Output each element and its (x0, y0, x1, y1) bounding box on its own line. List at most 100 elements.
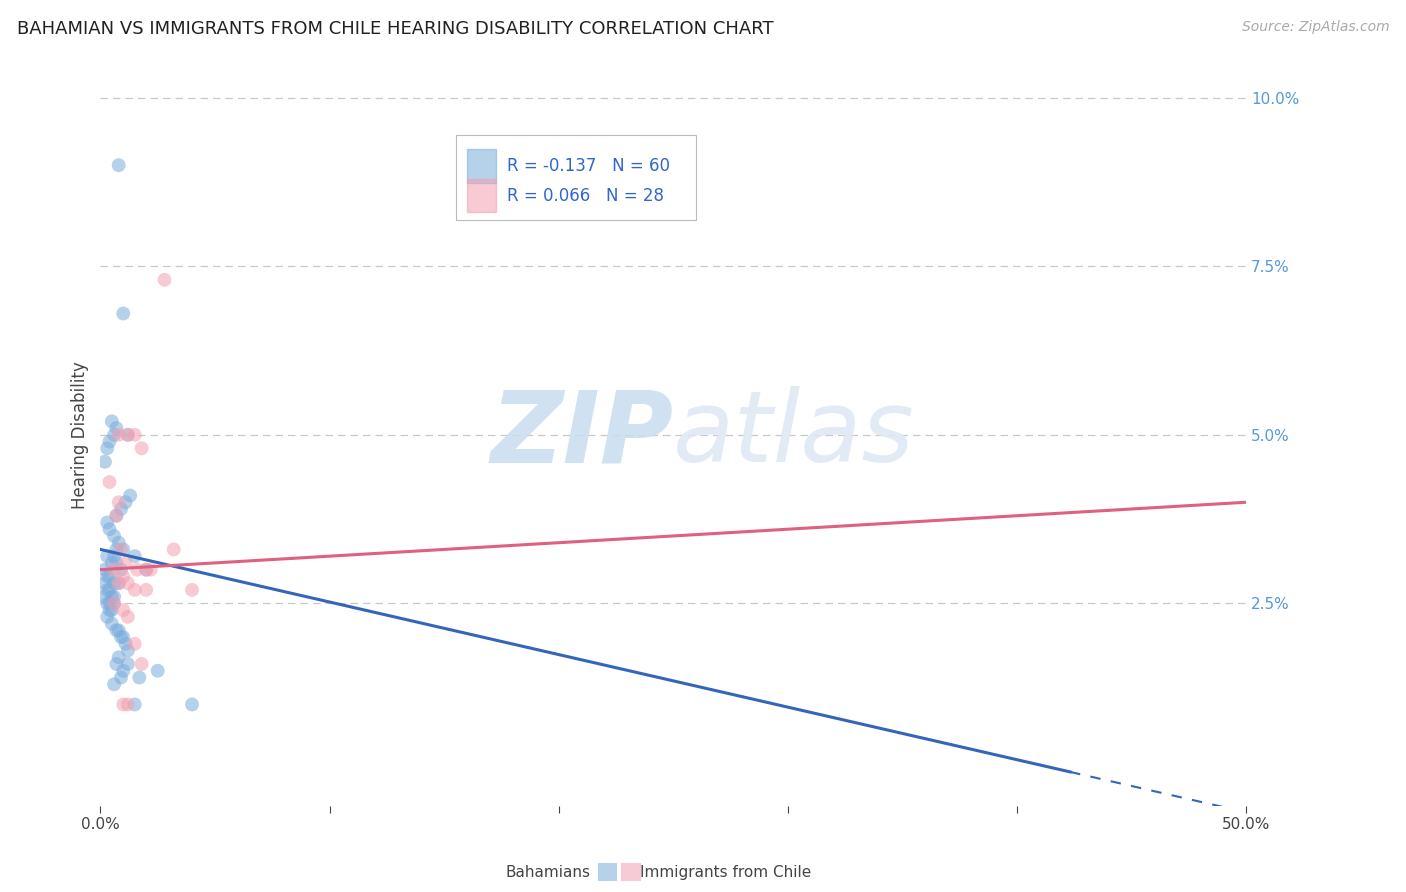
Point (114, 495, 136, 509)
Point (98, 603, 121, 617)
Point (181, 582, 204, 597)
Text: ZIP: ZIP (491, 386, 673, 483)
Point (112, 664, 135, 678)
Point (96, 549, 118, 564)
Point (105, 624, 128, 638)
Point (107, 576, 129, 591)
Point (117, 610, 139, 624)
Point (112, 603, 135, 617)
Point (103, 590, 125, 604)
Point (110, 563, 132, 577)
Point (101, 590, 124, 604)
Point (110, 630, 132, 644)
Point (181, 698, 204, 712)
Point (112, 569, 135, 583)
Point (107, 624, 129, 638)
Point (105, 542, 128, 557)
Point (107, 495, 129, 509)
Point (114, 556, 136, 570)
Point (101, 556, 124, 570)
Text: Bahamians: Bahamians (506, 865, 591, 880)
Point (96, 610, 118, 624)
FancyBboxPatch shape (456, 135, 696, 219)
Point (117, 643, 139, 657)
Point (117, 427, 139, 442)
Point (98, 522, 121, 536)
Point (135, 563, 157, 577)
Text: atlas: atlas (673, 386, 915, 483)
Text: R = -0.137   N = 60: R = -0.137 N = 60 (508, 157, 671, 175)
Text: R = 0.066   N = 28: R = 0.066 N = 28 (508, 186, 664, 204)
Point (112, 630, 135, 644)
Point (117, 657, 139, 671)
Point (98, 596, 121, 610)
Point (94, 590, 117, 604)
Point (110, 671, 132, 685)
Point (125, 563, 148, 577)
Point (98, 475, 121, 489)
Point (94, 455, 117, 469)
Point (101, 603, 124, 617)
Point (103, 677, 125, 691)
Bar (467, 179, 496, 212)
Point (124, 698, 146, 712)
Point (135, 582, 157, 597)
Point (112, 542, 135, 557)
Point (131, 442, 153, 456)
Point (105, 421, 128, 435)
Y-axis label: Hearing Disability: Hearing Disability (72, 361, 89, 508)
Point (128, 671, 150, 685)
Text: BAHAMIAN VS IMMIGRANTS FROM CHILE HEARING DISABILITY CORRELATION CHART: BAHAMIAN VS IMMIGRANTS FROM CHILE HEARIN… (17, 20, 773, 37)
Point (101, 414, 124, 428)
Point (103, 529, 125, 543)
Point (153, 273, 176, 287)
Point (146, 664, 169, 678)
Text: Immigrants from Chile: Immigrants from Chile (640, 865, 811, 880)
Point (120, 488, 142, 502)
Point (101, 616, 124, 631)
Point (131, 657, 153, 671)
Bar (467, 149, 496, 183)
Point (124, 637, 146, 651)
Point (107, 650, 129, 665)
Point (110, 542, 132, 557)
Point (103, 596, 125, 610)
Point (96, 569, 118, 583)
Point (117, 698, 139, 712)
Point (98, 582, 121, 597)
Point (124, 549, 146, 564)
Point (103, 576, 125, 591)
Point (107, 576, 129, 591)
Point (139, 563, 162, 577)
Point (107, 427, 129, 442)
Point (105, 508, 128, 523)
Point (114, 637, 136, 651)
Point (98, 434, 121, 449)
Point (94, 576, 117, 591)
Point (96, 596, 118, 610)
Text: Source: ZipAtlas.com: Source: ZipAtlas.com (1241, 20, 1389, 34)
Point (135, 563, 157, 577)
Point (163, 542, 186, 557)
Point (124, 582, 146, 597)
Point (96, 516, 118, 530)
Point (124, 427, 146, 442)
Point (105, 657, 128, 671)
Point (96, 582, 118, 597)
Point (103, 563, 125, 577)
Point (96, 442, 118, 456)
Point (107, 158, 129, 172)
Point (98, 569, 121, 583)
Point (110, 502, 132, 516)
Point (103, 596, 125, 610)
Point (112, 306, 135, 320)
Point (105, 508, 128, 523)
Point (107, 535, 129, 549)
Point (94, 563, 117, 577)
Point (117, 576, 139, 591)
Point (112, 698, 135, 712)
Point (105, 556, 128, 570)
Point (103, 427, 125, 442)
Point (117, 427, 139, 442)
Point (103, 549, 125, 564)
